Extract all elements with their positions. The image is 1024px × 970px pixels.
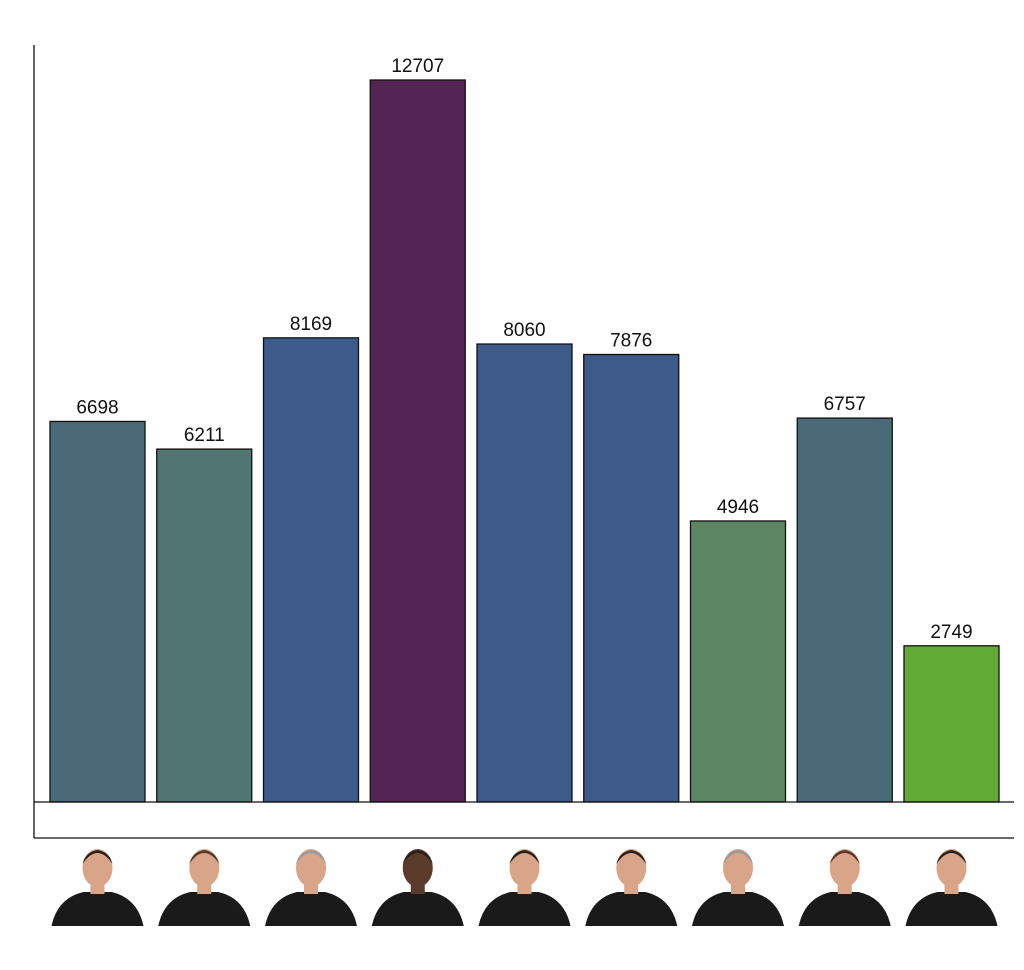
- value-label-3: 8169: [290, 314, 332, 335]
- bar-9: [903, 645, 1000, 803]
- portrait-8-icon: [798, 849, 891, 926]
- value-label-8: 6757: [824, 394, 866, 415]
- portrait-4-icon: [371, 849, 464, 926]
- bar-3: [262, 337, 360, 803]
- portrait-7-icon: [692, 849, 784, 926]
- portrait-6-icon: [585, 849, 678, 926]
- portrait-3-icon: [265, 849, 357, 926]
- value-label-7: 4946: [717, 497, 759, 518]
- bar-1: [49, 420, 146, 803]
- portrait-9-icon: [905, 849, 998, 926]
- value-label-9: 2749: [930, 622, 972, 643]
- portraits-group: [51, 849, 998, 926]
- value-label-2: 6211: [184, 425, 225, 446]
- portrait-1-icon: [51, 849, 144, 926]
- value-label-4: 12707: [391, 56, 444, 77]
- value-labels-group: 6698 6211 8169 12707 8060 7876 4946 6757 2749: [76, 56, 972, 643]
- value-label-1: 6698: [76, 397, 118, 418]
- bar-2: [156, 448, 253, 803]
- value-label-5: 8060: [503, 320, 545, 341]
- bar-8: [796, 417, 893, 803]
- portrait-2-icon: [158, 849, 251, 926]
- bar-7: [689, 520, 787, 803]
- bars-group: [49, 79, 1000, 803]
- bar-6: [583, 353, 680, 803]
- value-label-6: 7876: [610, 330, 652, 351]
- bar-4: [369, 79, 466, 803]
- portrait-5-icon: [478, 849, 571, 926]
- bar-5: [476, 343, 573, 803]
